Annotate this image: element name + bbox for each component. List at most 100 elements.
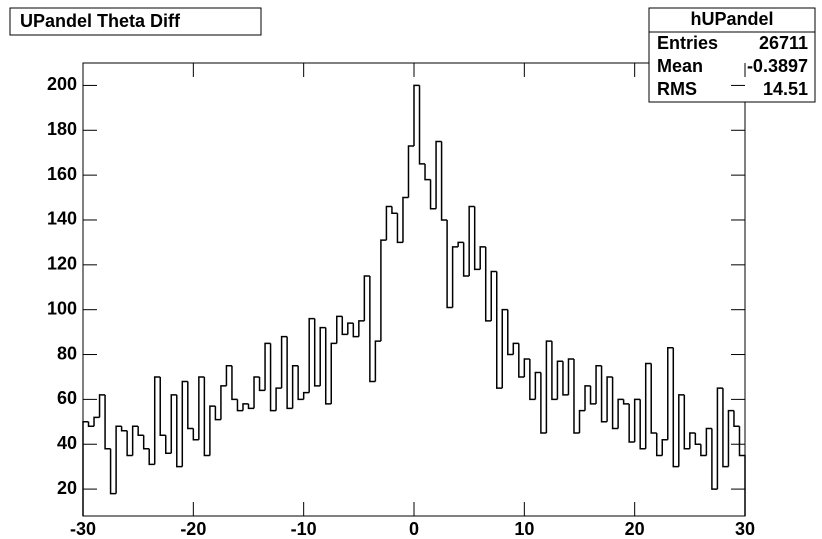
histogram-bin [87, 421, 95, 428]
histogram-bin [628, 403, 635, 443]
histogram-bin [711, 428, 718, 490]
x-tick-label: -10 [291, 519, 317, 539]
histogram-bin [209, 405, 216, 456]
histogram-bin [667, 347, 674, 440]
histogram-bin [324, 327, 332, 405]
title-box [9, 7, 262, 36]
y-tick-label: 160 [47, 164, 77, 184]
histogram-bin [148, 448, 155, 466]
histogram-bin [661, 439, 668, 456]
histogram-bin [131, 425, 139, 456]
histogram-bin [655, 433, 663, 457]
histogram-bin [319, 326, 326, 386]
histogram-bin [567, 358, 574, 395]
histogram-bin [540, 372, 547, 434]
histogram-bin [545, 340, 552, 434]
histogram-bin [611, 376, 619, 430]
histogram-bin [297, 365, 304, 401]
histogram-bin [683, 394, 690, 450]
histogram-bin [198, 376, 205, 440]
histogram-bin [589, 385, 597, 405]
histogram-bin [165, 435, 172, 454]
histogram-bin [231, 365, 238, 401]
histogram-bin [507, 309, 514, 356]
histogram-bin [181, 380, 188, 467]
histogram-bin [176, 394, 183, 468]
histogram-bin [247, 403, 255, 410]
x-tick-label: 20 [625, 519, 645, 539]
histogram-bin [396, 213, 403, 244]
x-tick-label: 0 [409, 519, 419, 539]
histogram-bin [369, 276, 376, 383]
histogram-bin [484, 246, 492, 322]
y-tick-label: 80 [57, 343, 77, 363]
histogram-bin [727, 409, 734, 467]
stats-box [648, 7, 816, 103]
histogram-bin [600, 365, 608, 423]
histogram-bin [170, 394, 177, 454]
histogram-bin [413, 84, 420, 146]
histogram-bin [529, 359, 536, 401]
y-tick-label: 140 [47, 209, 77, 229]
histogram-bin [120, 426, 128, 432]
histogram-bin [203, 376, 210, 457]
chart-title: UPandel Theta Diff [20, 11, 181, 31]
histogram-bin [286, 336, 293, 410]
histogram-bin [380, 239, 387, 342]
histogram-bin [479, 246, 486, 270]
histogram-bin [457, 241, 464, 247]
histogram-bin [672, 347, 679, 468]
histogram-bin [159, 376, 166, 437]
y-tick-label: 40 [57, 433, 77, 453]
histogram-bin [313, 318, 321, 387]
histogram-bin [269, 343, 277, 412]
histogram-bin [738, 426, 746, 516]
histogram-bin [440, 141, 448, 221]
histogram-bin [556, 360, 563, 400]
histogram-bin [716, 387, 723, 490]
histogram-bin [347, 322, 354, 335]
stats-label: RMS [657, 79, 697, 99]
histogram-bin [584, 385, 591, 411]
histogram-bin [391, 206, 398, 215]
histogram-bin [153, 376, 161, 465]
y-tick-label: 20 [57, 478, 77, 498]
histogram-bin [407, 145, 414, 198]
histogram-bin [236, 399, 243, 412]
histogram-bin [104, 394, 111, 450]
histogram-bin [341, 316, 348, 336]
histogram-bin [650, 363, 657, 434]
histogram-bin [622, 399, 630, 405]
histogram-bin [424, 163, 431, 181]
histogram-bin [115, 425, 122, 494]
y-tick-label: 180 [47, 119, 77, 139]
histogram-bin [694, 433, 701, 445]
histogram-bin [644, 362, 652, 449]
histogram-bin [280, 335, 288, 389]
histogram-bin [496, 271, 503, 389]
histogram-bin [595, 364, 602, 404]
histogram-bin [374, 340, 381, 382]
histogram-bin [187, 381, 194, 430]
histogram-bin [253, 376, 260, 409]
histogram-bin [617, 398, 624, 429]
histogram-bin [225, 364, 232, 386]
histogram-bin [82, 421, 89, 516]
histogram-bin [501, 308, 508, 389]
x-tick-label: 30 [735, 519, 755, 539]
histogram-bin [512, 342, 519, 355]
histogram-bin [578, 409, 586, 434]
histogram-bin [363, 275, 370, 321]
histogram-bin [109, 448, 117, 495]
stats-label: Mean [657, 56, 703, 76]
y-tick-label: 100 [47, 298, 77, 318]
histogram-bin [606, 376, 613, 422]
histogram-bin [468, 205, 475, 277]
histogram-bin [137, 426, 144, 437]
histogram-bin [214, 406, 221, 421]
stats-value: -0.3897 [747, 56, 808, 76]
stats-label: Entries [657, 33, 718, 53]
histogram-bin [435, 140, 442, 209]
histogram-bin [639, 399, 646, 450]
